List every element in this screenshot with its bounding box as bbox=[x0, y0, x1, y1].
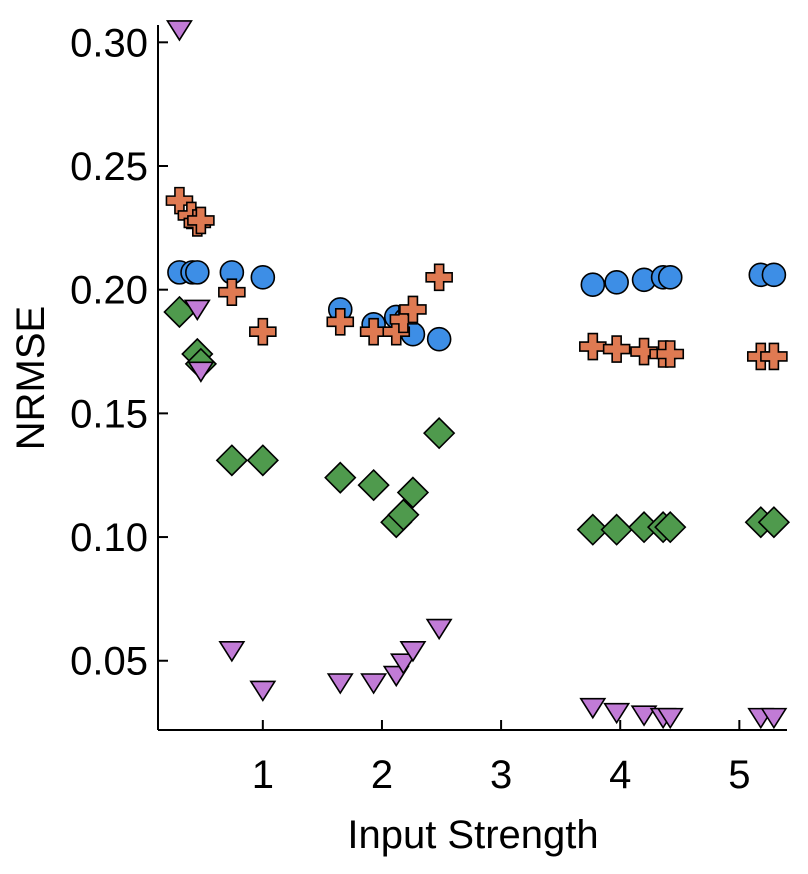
y-tick-label: 0.20 bbox=[70, 269, 148, 313]
plus-point bbox=[359, 317, 388, 346]
circle-point bbox=[426, 326, 452, 352]
triangle-point bbox=[579, 697, 607, 720]
x-tick-label: 1 bbox=[252, 753, 274, 797]
y-ticks: 0.30 0.25 0.20 0.15 0.10 0.05 bbox=[70, 21, 168, 684]
circle-point bbox=[604, 269, 629, 295]
diamond-point bbox=[324, 461, 357, 494]
x-ticks: 1 2 3 4 5 bbox=[252, 720, 750, 797]
x-tick-label: 3 bbox=[490, 753, 512, 797]
triangle-point bbox=[389, 653, 417, 675]
plus-point bbox=[760, 342, 788, 371]
plus-point bbox=[630, 337, 658, 366]
circle-point bbox=[250, 265, 276, 290]
x-axis-title: Input Strength bbox=[347, 813, 598, 857]
diamond-point bbox=[396, 476, 430, 509]
plus-point bbox=[399, 295, 427, 324]
diamond-point bbox=[600, 513, 633, 546]
plus-point bbox=[579, 332, 607, 361]
plus-point bbox=[425, 263, 453, 292]
plus-point bbox=[218, 278, 246, 306]
x-tick-label: 5 bbox=[728, 753, 750, 797]
triangle-point bbox=[360, 673, 388, 695]
diamond-point bbox=[357, 468, 390, 502]
diamond-point bbox=[215, 444, 248, 477]
x-tick-label: 2 bbox=[371, 753, 393, 797]
circle-point bbox=[185, 260, 210, 285]
x-tick-label: 4 bbox=[609, 753, 631, 797]
plus-point bbox=[249, 317, 277, 346]
triangle-point bbox=[425, 618, 453, 641]
circle-point bbox=[657, 265, 683, 290]
triangle-point bbox=[630, 705, 658, 727]
y-tick-label: 0.30 bbox=[70, 21, 148, 65]
circle-point bbox=[761, 262, 787, 288]
plus-point bbox=[656, 340, 685, 368]
diamond-point bbox=[757, 506, 791, 539]
circle-point bbox=[580, 272, 606, 298]
diamond-point bbox=[654, 511, 687, 544]
diamond-point bbox=[576, 513, 609, 546]
data-marks bbox=[163, 20, 791, 730]
y-axis-title: NRMSE bbox=[9, 306, 53, 450]
y-tick-label: 0.15 bbox=[70, 392, 148, 436]
triangle-point bbox=[326, 673, 354, 695]
triangle-point bbox=[183, 299, 211, 321]
triangle-point bbox=[187, 361, 215, 383]
plus-point bbox=[602, 335, 631, 363]
plus-point bbox=[187, 206, 215, 235]
triangle-point bbox=[760, 707, 788, 730]
triangle-point bbox=[165, 20, 193, 42]
y-tick-label: 0.25 bbox=[70, 145, 148, 189]
triangle-point bbox=[656, 707, 684, 730]
triangle-point bbox=[249, 680, 277, 702]
triangle-point bbox=[399, 641, 427, 663]
triangle-point bbox=[603, 702, 631, 725]
triangle-point bbox=[218, 641, 246, 663]
diamond-point bbox=[246, 444, 279, 477]
y-tick-label: 0.05 bbox=[70, 640, 148, 684]
diamond-point bbox=[423, 417, 456, 450]
diamond-point bbox=[387, 498, 420, 531]
plus-point bbox=[326, 308, 355, 336]
y-tick-label: 0.10 bbox=[70, 516, 148, 560]
